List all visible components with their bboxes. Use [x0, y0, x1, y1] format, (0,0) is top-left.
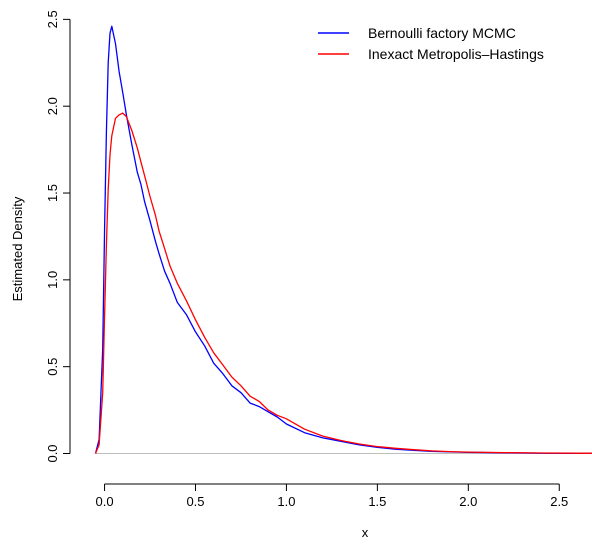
x-tick-label: 2.0 — [459, 494, 477, 509]
series-line-bernoulli-factory — [96, 26, 592, 453]
y-tick-label: 1.5 — [45, 184, 60, 202]
y-tick-label: 1.0 — [45, 271, 60, 289]
legend-label-1: Bernoulli factory MCMC — [368, 25, 516, 41]
axis-layer: 0.0 0.5 1.0 1.5 2.0 2.5 0.0 0.5 1.0 1.5 2.0 2.5 — [45, 10, 568, 509]
legend-label-2: Inexact Metropolis–Hastings — [368, 46, 544, 62]
x-tick-label: 0.5 — [186, 494, 204, 509]
y-tick-label: 0.5 — [45, 358, 60, 376]
x-tick-label: 0.0 — [96, 494, 114, 509]
x-axis-title: x — [362, 525, 369, 540]
legend: Bernoulli factory MCMC Inexact Metropolis… — [318, 25, 544, 62]
x-tick-label: 1.5 — [368, 494, 386, 509]
series-layer — [96, 26, 592, 453]
x-tick-label: 1.0 — [277, 494, 295, 509]
x-tick-label: 2.5 — [550, 494, 568, 509]
y-axis-title: Estimated Density — [10, 196, 25, 301]
y-tick-label: 2.5 — [45, 10, 60, 28]
y-tick-label: 0.0 — [45, 444, 60, 462]
y-tick-label: 2.0 — [45, 97, 60, 115]
